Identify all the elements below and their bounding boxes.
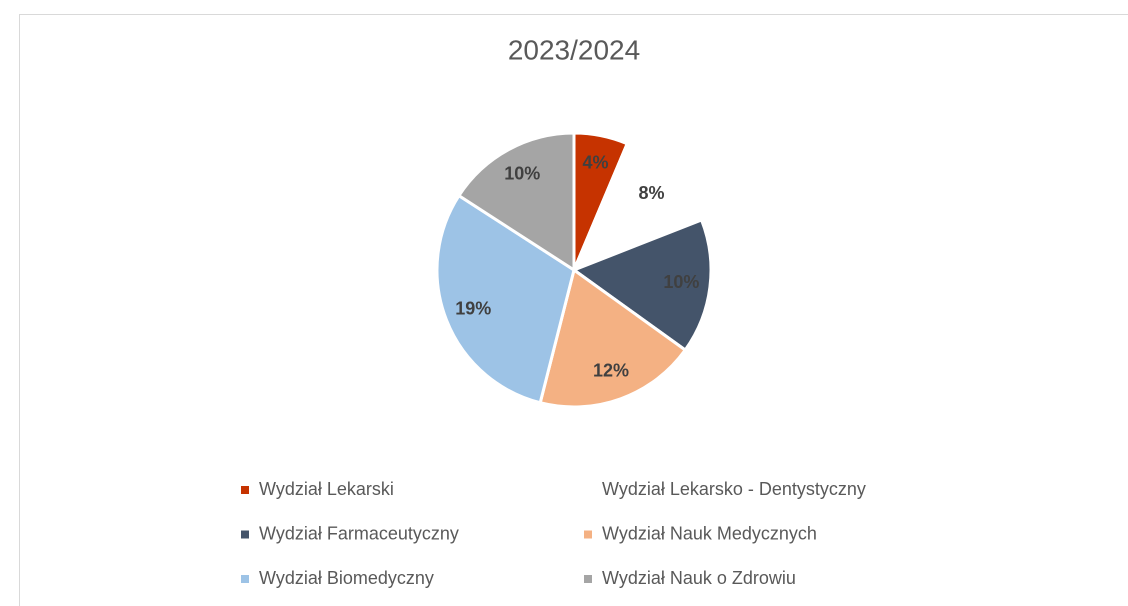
pie-slice: [570, 218, 713, 353]
legend-label: Wydział Nauk o Zdrowiu: [602, 568, 796, 588]
legend-label: Wydział Farmaceutyczny: [259, 523, 459, 543]
legend-marker: [584, 530, 592, 539]
legend-label: Wydział Lekarski: [259, 479, 394, 499]
legend-marker: [241, 530, 249, 539]
legend-marker: [584, 575, 592, 583]
legend-marker: [584, 486, 592, 494]
pie-slice: [571, 141, 704, 273]
data-label: 8%: [638, 183, 664, 203]
data-label: 4%: [582, 153, 608, 173]
data-label: 10%: [663, 272, 699, 292]
legend-label: Wydział Lekarsko - Dentystyczny: [602, 479, 866, 499]
data-label: 19%: [455, 298, 491, 318]
legend-marker: [241, 575, 249, 583]
pie-slice: [435, 193, 576, 405]
data-label: 10%: [504, 164, 540, 184]
data-label: 12%: [593, 360, 629, 380]
pie-slice: [456, 131, 576, 273]
pie-slice: [538, 267, 688, 409]
legend-marker: [241, 486, 249, 494]
chart-title: 2023/2024: [508, 34, 640, 65]
legend-label: Wydział Nauk Medycznych: [602, 523, 817, 543]
legend-label: Wydział Biomedyczny: [259, 568, 434, 588]
